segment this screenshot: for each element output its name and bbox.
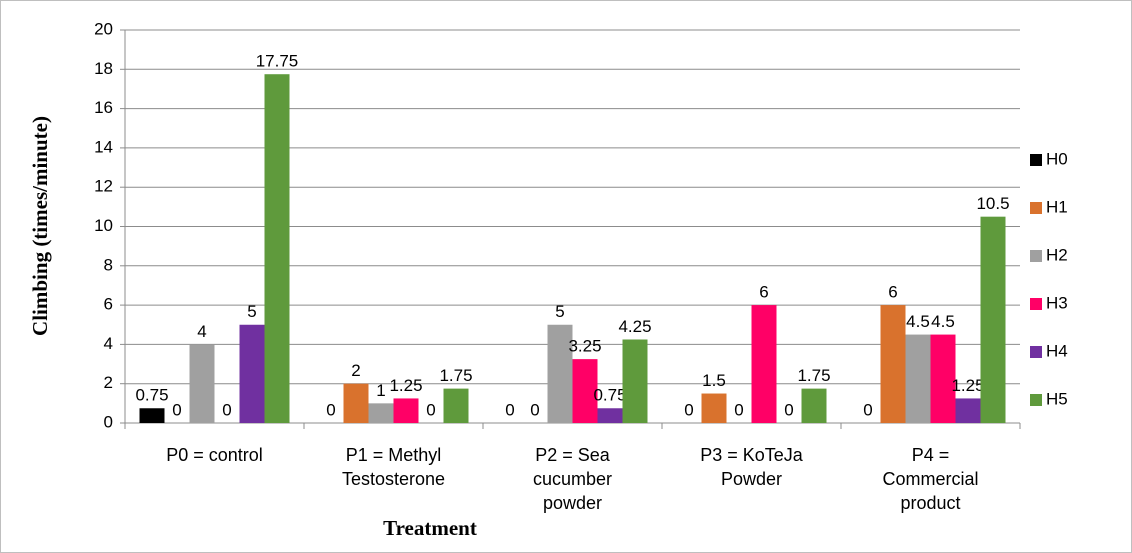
bar: [368, 403, 394, 423]
legend-swatch: [1030, 154, 1042, 166]
bar: [751, 305, 777, 423]
data-label: 1.25: [951, 376, 984, 395]
legend-label: H3: [1046, 293, 1068, 312]
bar: [980, 216, 1006, 423]
data-label: 17.75: [256, 52, 299, 71]
data-label: 0: [684, 400, 693, 419]
legend-label: H5: [1046, 389, 1068, 408]
data-label: 0: [172, 400, 181, 419]
bar: [343, 383, 369, 423]
legend-swatch: [1030, 298, 1042, 310]
data-label: 4.5: [906, 312, 930, 331]
legend-label: H1: [1046, 197, 1068, 216]
legend-swatch: [1030, 346, 1042, 358]
legend-swatch: [1030, 394, 1042, 406]
bar: [597, 408, 623, 423]
data-label: 4.5: [931, 312, 955, 331]
legend-label: H4: [1046, 341, 1068, 360]
data-label: 1.25: [389, 376, 422, 395]
data-label: 6: [888, 283, 897, 302]
data-label: 0: [222, 400, 231, 419]
y-tick-label: 16: [94, 98, 113, 117]
data-label: 1: [376, 381, 385, 400]
y-tick-label: 2: [104, 373, 113, 392]
y-tick-label: 12: [94, 177, 113, 196]
data-label: 5: [247, 302, 256, 321]
bar: [905, 334, 931, 423]
x-tick-label: P0 = control: [166, 445, 263, 465]
bar: [239, 324, 265, 423]
bar: [930, 334, 956, 423]
y-tick-label: 14: [94, 137, 113, 156]
data-label: 0: [326, 400, 335, 419]
data-label: 1.75: [797, 366, 830, 385]
y-tick-label: 8: [104, 255, 113, 274]
x-tick-label: P2 = Sea cucumber powder: [532, 445, 613, 513]
data-label: 2: [351, 361, 360, 380]
y-tick-label: 6: [104, 295, 113, 314]
data-label: 0.75: [135, 386, 168, 405]
data-label: 5: [555, 302, 564, 321]
x-tick-label: P3 = KoTeJa Powder: [700, 445, 803, 489]
data-label: 4: [197, 322, 206, 341]
x-axis-label: Treatment: [383, 516, 477, 540]
x-tick-label: P4 = Commercial product: [882, 445, 979, 513]
data-label: 6: [759, 283, 768, 302]
y-tick-label: 4: [104, 334, 113, 353]
bar: [955, 398, 981, 423]
data-label: 0: [530, 400, 539, 419]
y-tick-label: 0: [104, 412, 113, 431]
data-label: 3.25: [568, 337, 601, 356]
data-label: 10.5: [976, 194, 1009, 213]
bar: [393, 398, 419, 423]
bar: [139, 408, 165, 423]
bar: [880, 305, 906, 423]
bar: [547, 324, 573, 423]
data-label: 1.75: [439, 366, 472, 385]
bar: [701, 393, 727, 423]
legend-swatch: [1030, 250, 1042, 262]
x-tick-label: P1 = Methyl Testosterone: [341, 445, 446, 489]
data-label: 0: [734, 400, 743, 419]
bar: [189, 344, 215, 423]
bar: [801, 388, 827, 423]
data-label: 1.5: [702, 371, 726, 390]
bar: [622, 339, 648, 423]
data-label: 0: [505, 400, 514, 419]
data-label: 0.75: [593, 386, 626, 405]
data-label: 4.25: [618, 317, 651, 336]
y-axis-label: Climbing (times/minute): [28, 116, 52, 336]
bar: [572, 359, 598, 423]
legend-swatch: [1030, 202, 1042, 214]
data-label: 0: [863, 400, 872, 419]
data-label: 0: [784, 400, 793, 419]
legend-label: H2: [1046, 245, 1068, 264]
y-tick-label: 20: [94, 19, 113, 38]
legend-label: H0: [1046, 149, 1068, 168]
y-tick-label: 10: [94, 216, 113, 235]
bar: [264, 74, 290, 424]
bar: [443, 388, 469, 423]
data-label: 0: [426, 400, 435, 419]
y-tick-label: 18: [94, 59, 113, 78]
